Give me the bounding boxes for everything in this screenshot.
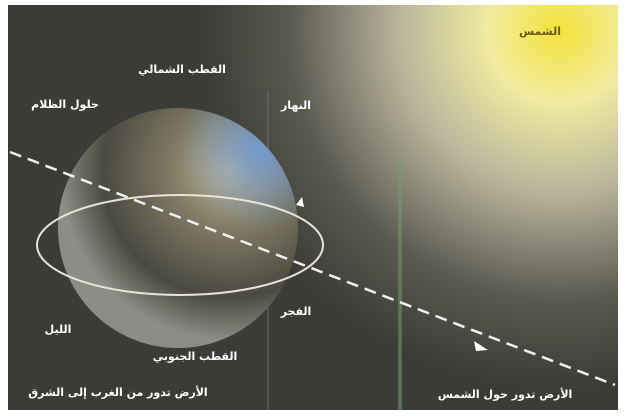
rotation-arrow <box>296 197 304 207</box>
rotation-label: الأرض تدور من الغرب إلى الشرق <box>28 385 207 399</box>
nightfall-label: حلول الظلام <box>31 98 99 111</box>
north-pole-label: القطب الشمالي <box>138 63 226 76</box>
orbit-arrow <box>474 341 488 351</box>
orbit-path <box>9 150 616 387</box>
rotation-orbit <box>36 194 324 296</box>
sun-label: الشمس <box>519 25 561 38</box>
south-pole-label: القطب الجنوبي <box>153 350 237 363</box>
earth-ocean <box>58 108 298 348</box>
day-label: النهار <box>280 99 311 112</box>
revolution-label: الأرض تدور حول الشمس <box>438 387 573 401</box>
night-label: الليل <box>45 323 72 336</box>
dawn-label: الفجر <box>280 305 312 318</box>
